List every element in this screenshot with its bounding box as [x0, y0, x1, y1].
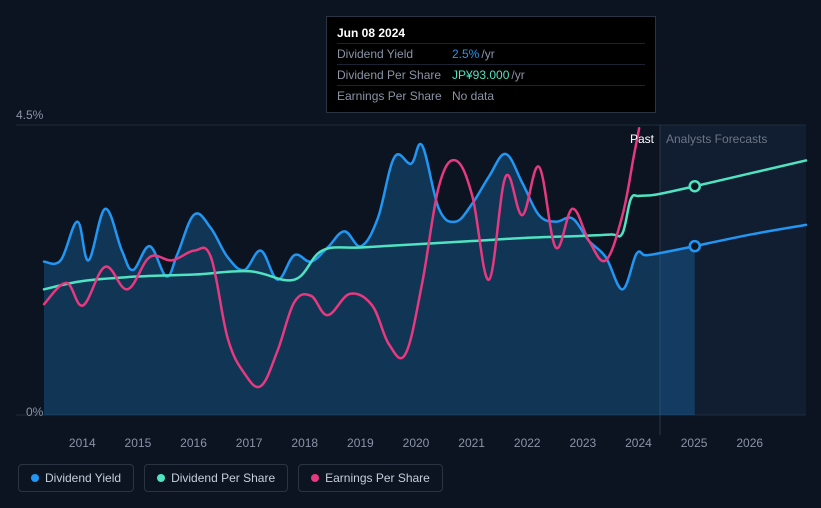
tooltip-value: 2.5%	[452, 47, 479, 61]
x-axis-year: 2026	[736, 436, 763, 450]
legend-dividend-yield[interactable]: Dividend Yield	[18, 464, 134, 492]
legend-dot-icon	[157, 474, 165, 482]
tooltip-row: Dividend Yield 2.5% /yr	[337, 43, 645, 64]
tooltip-date: Jun 08 2024	[337, 23, 645, 43]
legend-label: Dividend Yield	[45, 471, 121, 485]
tooltip-value: JP¥93.000	[452, 68, 509, 82]
legend-dot-icon	[31, 474, 39, 482]
tooltip-label: Dividend Yield	[337, 47, 452, 61]
tooltip-suffix: /yr	[511, 68, 524, 82]
past-label: Past	[630, 132, 654, 146]
x-axis-year: 2023	[570, 436, 597, 450]
legend-label: Earnings Per Share	[325, 471, 430, 485]
legend-dividend-per-share[interactable]: Dividend Per Share	[144, 464, 288, 492]
x-axis-year: 2020	[403, 436, 430, 450]
tooltip-value: No data	[452, 89, 494, 103]
forecast-label: Analysts Forecasts	[666, 132, 767, 146]
tooltip-row: Earnings Per Share No data	[337, 85, 645, 106]
chart-legend: Dividend Yield Dividend Per Share Earnin…	[18, 464, 443, 492]
x-axis-year: 2014	[69, 436, 96, 450]
x-axis-year: 2021	[458, 436, 485, 450]
legend-earnings-per-share[interactable]: Earnings Per Share	[298, 464, 443, 492]
tooltip-row: Dividend Per Share JP¥93.000 /yr	[337, 64, 645, 85]
x-axis-year: 2016	[180, 436, 207, 450]
x-axis-year: 2015	[125, 436, 152, 450]
legend-label: Dividend Per Share	[171, 471, 275, 485]
tooltip-suffix: /yr	[481, 47, 494, 61]
tooltip-label: Dividend Per Share	[337, 68, 452, 82]
y-axis-max-label: 4.5%	[16, 108, 43, 122]
x-axis-year: 2018	[291, 436, 318, 450]
chart-tooltip: Jun 08 2024 Dividend Yield 2.5% /yr Divi…	[326, 16, 656, 113]
x-axis-year: 2019	[347, 436, 374, 450]
legend-dot-icon	[311, 474, 319, 482]
y-axis-min-label: 0%	[26, 405, 43, 419]
tooltip-label: Earnings Per Share	[337, 89, 452, 103]
x-axis-year: 2024	[625, 436, 652, 450]
x-axis-year: 2025	[681, 436, 708, 450]
dividend-chart: Jun 08 2024 Dividend Yield 2.5% /yr Divi…	[0, 0, 821, 508]
x-axis-year: 2017	[236, 436, 263, 450]
x-axis-year: 2022	[514, 436, 541, 450]
